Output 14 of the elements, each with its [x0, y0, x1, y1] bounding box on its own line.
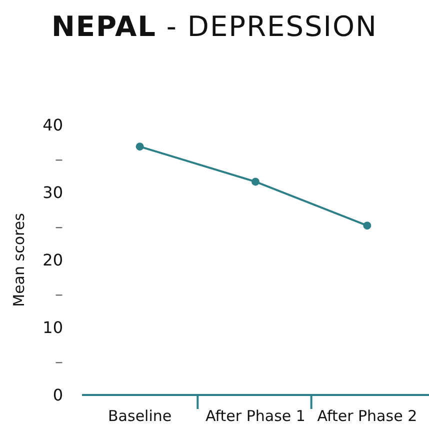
y-tick-label: 30 — [42, 183, 63, 202]
y-tick-label: – — [55, 284, 63, 304]
x-tick-label: After Phase 1 — [206, 407, 306, 425]
y-tick-label: 0 — [52, 386, 63, 405]
chart-title: NEPAL - DEPRESSION — [51, 10, 378, 43]
y-tick-label: 20 — [42, 250, 63, 270]
y-tick-label: – — [55, 149, 63, 168]
y-tick-label: – — [55, 216, 63, 236]
y-tick-label: 40 — [42, 116, 63, 135]
x-tick-label: Baseline — [108, 407, 172, 425]
y-tick-label: – — [55, 352, 63, 371]
y-tick-label: 10 — [42, 318, 63, 338]
x-tick-label: After Phase 2 — [317, 407, 418, 425]
y-axis-title: Mean scores — [10, 212, 28, 307]
